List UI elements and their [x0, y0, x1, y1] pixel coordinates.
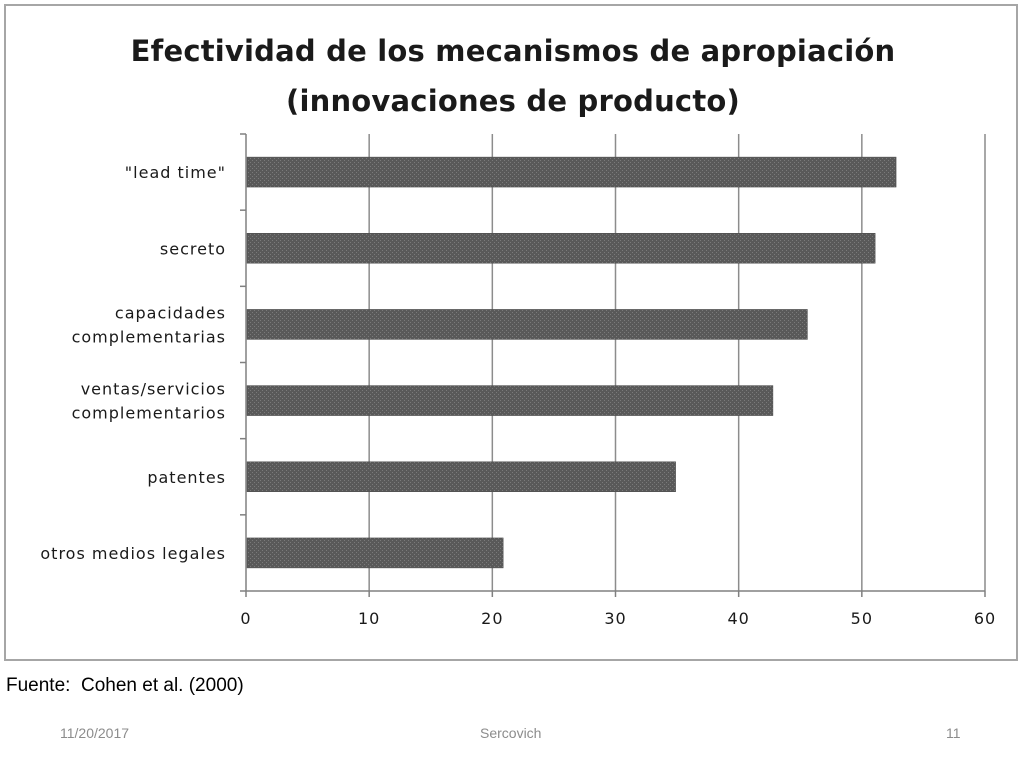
footer-date: 11/20/2017	[60, 725, 130, 741]
bar-6	[246, 537, 504, 569]
category-label: otros medios legales	[40, 544, 226, 563]
x-tick-label: 40	[727, 609, 749, 628]
category-label: complementarias	[72, 327, 226, 346]
bar-1	[246, 156, 897, 188]
chart-frame: Efectividad de los mecanismos de apropia…	[4, 4, 1018, 661]
x-tick-label: 0	[240, 609, 251, 628]
bar-3	[246, 309, 808, 340]
category-label: secreto	[160, 239, 226, 258]
x-tick-label: 50	[851, 609, 873, 628]
chart-subtitle: (innovaciones de producto)	[286, 84, 740, 118]
bar-5	[246, 461, 676, 492]
x-tick-label: 20	[481, 609, 503, 628]
footer-author: Sercovich	[480, 725, 542, 741]
category-label: capacidades	[115, 303, 226, 322]
bar-chart: 0 10 20 30 40 50 60 "lead time" secreto capacidad…	[40, 133, 996, 628]
category-label: patentes	[147, 468, 226, 487]
source-note: Fuente: Cohen et al. (2000)	[6, 675, 244, 696]
bar-2	[246, 233, 876, 264]
x-tick-label: 60	[974, 609, 996, 628]
x-tick-label: 10	[358, 609, 380, 628]
category-label: ventas/servicios	[81, 380, 226, 399]
x-tick-label: 30	[604, 609, 626, 628]
chart-title: Efectividad de los mecanismos de apropia…	[130, 34, 896, 68]
category-label: "lead time"	[125, 163, 226, 182]
bar-4	[246, 385, 774, 416]
page-number: 11	[946, 725, 961, 741]
category-label: complementarios	[72, 404, 226, 423]
